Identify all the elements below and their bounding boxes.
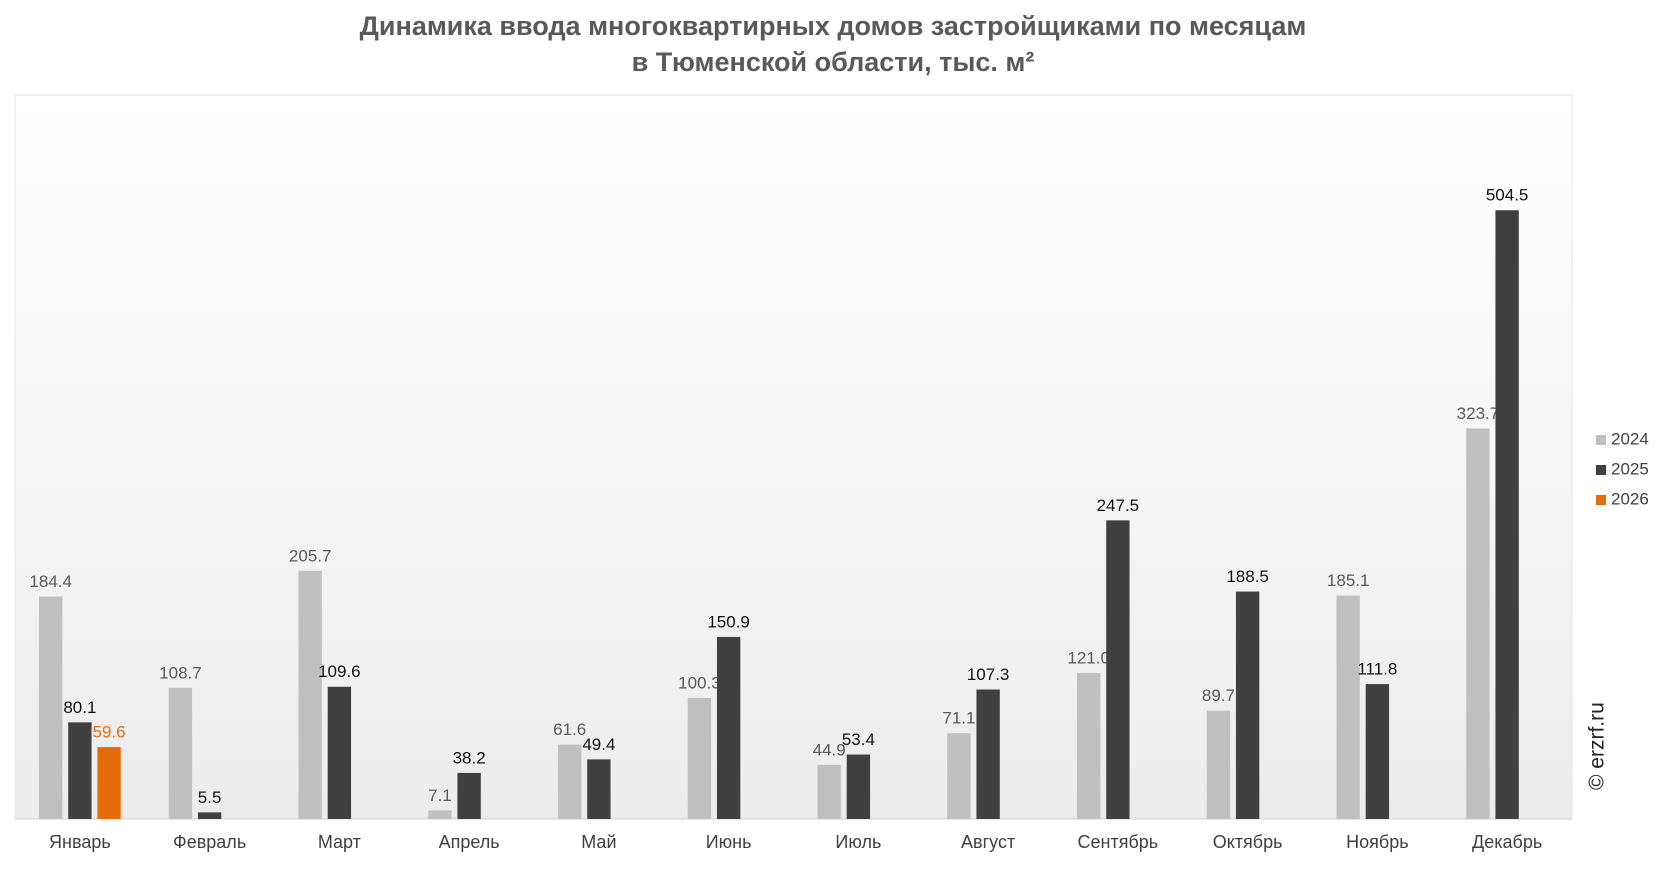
bar xyxy=(1235,591,1260,819)
bar xyxy=(97,747,121,819)
value-label: 184.4 xyxy=(29,572,72,591)
x-tick-label: Май xyxy=(581,832,616,852)
value-label: 59.6 xyxy=(93,723,126,742)
value-label: 108.7 xyxy=(159,663,202,682)
bar xyxy=(1106,520,1130,819)
bar xyxy=(428,810,452,819)
bar xyxy=(817,764,841,819)
bar xyxy=(457,772,481,819)
watermark: © erzrf.ru xyxy=(1586,702,1609,790)
bar xyxy=(846,754,871,819)
value-label: 53.4 xyxy=(842,730,875,749)
value-label: 111.8 xyxy=(1357,660,1397,679)
bar xyxy=(1495,210,1519,819)
bar xyxy=(39,596,63,819)
x-tick-label: Март xyxy=(318,832,361,852)
legend-label: 2024 xyxy=(1611,429,1649,448)
legend-swatch xyxy=(1596,495,1606,505)
bar xyxy=(687,697,712,819)
value-label: 188.5 xyxy=(1226,567,1269,586)
x-tick-label: Июль xyxy=(835,832,881,852)
value-label: 89.7 xyxy=(1202,686,1235,705)
value-label: 109.6 xyxy=(318,662,361,681)
value-label: 121.0 xyxy=(1067,648,1110,667)
value-label: 7.1 xyxy=(428,786,452,805)
x-tick-label: Апрель xyxy=(439,832,500,852)
x-tick-label: Июнь xyxy=(706,832,752,852)
legend-swatch xyxy=(1596,435,1606,445)
bar xyxy=(327,686,352,819)
value-label: 150.9 xyxy=(707,612,750,631)
legend-swatch xyxy=(1596,465,1606,475)
bar xyxy=(1466,428,1490,819)
x-tick-label: Октябрь xyxy=(1213,832,1283,852)
value-label: 5.5 xyxy=(198,788,222,807)
value-label: 44.9 xyxy=(813,740,846,759)
value-label: 185.1 xyxy=(1327,571,1370,590)
x-tick-label: Февраль xyxy=(173,832,246,852)
bar xyxy=(1077,672,1101,819)
bar xyxy=(587,759,611,819)
plot-area xyxy=(14,94,1573,820)
bar xyxy=(298,570,322,819)
value-label: 247.5 xyxy=(1097,496,1140,515)
bar xyxy=(1206,710,1231,819)
value-label: 71.1 xyxy=(942,709,975,728)
value-label: 80.1 xyxy=(63,698,96,717)
value-label: 323.7 xyxy=(1457,404,1500,423)
value-label: 107.3 xyxy=(967,665,1010,684)
legend-label: 2025 xyxy=(1611,459,1649,478)
x-tick-label: Декабрь xyxy=(1472,832,1542,852)
bar xyxy=(976,689,1000,819)
value-label: 504.5 xyxy=(1486,186,1529,205)
legend-label: 2026 xyxy=(1611,489,1649,508)
chart-title: Динамика ввода многоквартирных домов зас… xyxy=(360,11,1307,41)
bar xyxy=(947,733,971,819)
x-tick-label: Январь xyxy=(49,832,111,852)
bar xyxy=(1336,595,1360,819)
value-label: 61.6 xyxy=(553,720,586,739)
x-tick-label: Август xyxy=(961,832,1015,852)
bar xyxy=(716,636,741,819)
value-label: 100.3 xyxy=(678,673,721,692)
bar xyxy=(168,687,193,819)
chart-subtitle: в Тюменской области, тыс. м² xyxy=(632,47,1035,77)
x-tick-label: Сентябрь xyxy=(1078,832,1159,852)
bar xyxy=(197,812,222,819)
x-tick-label: Ноябрь xyxy=(1346,832,1408,852)
bar xyxy=(68,722,92,819)
value-label: 38.2 xyxy=(453,748,486,767)
bar xyxy=(558,744,582,819)
value-label: 205.7 xyxy=(289,546,332,565)
value-label: 49.4 xyxy=(582,735,615,754)
bar xyxy=(1365,684,1390,819)
